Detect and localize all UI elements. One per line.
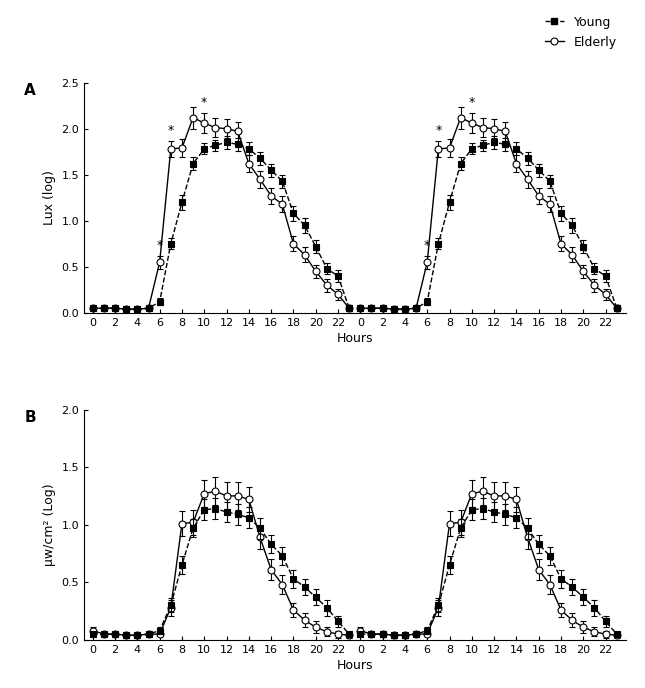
Legend: Young, Elderly: Young, Elderly — [542, 13, 619, 52]
Text: *: * — [435, 124, 441, 137]
X-axis label: Hours: Hours — [337, 332, 373, 345]
Text: B: B — [25, 409, 36, 424]
Text: *: * — [424, 239, 430, 252]
Text: *: * — [201, 96, 208, 109]
Text: *: * — [168, 124, 174, 137]
Text: *: * — [157, 239, 163, 252]
Text: A: A — [25, 83, 36, 98]
Y-axis label: Lux (log): Lux (log) — [43, 170, 55, 225]
Y-axis label: μw/cm² (Log): μw/cm² (Log) — [43, 484, 55, 566]
Text: *: * — [469, 96, 475, 109]
X-axis label: Hours: Hours — [337, 659, 373, 672]
